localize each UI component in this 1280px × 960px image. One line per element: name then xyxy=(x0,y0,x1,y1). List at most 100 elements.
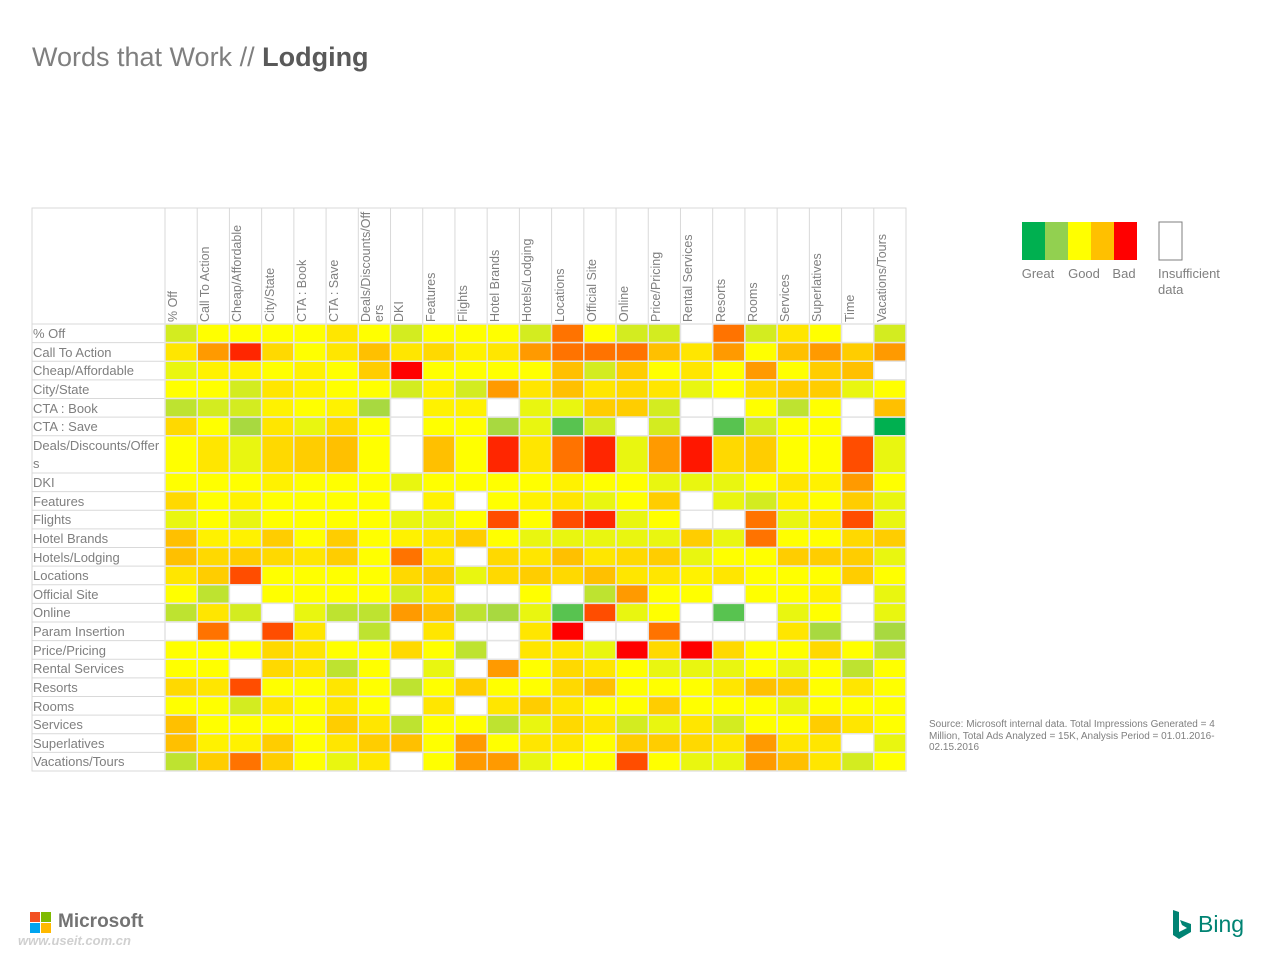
cell xyxy=(550,565,585,586)
cell xyxy=(454,323,488,344)
empty-cell xyxy=(389,621,424,642)
column-label: Deals/Discounts/Offers xyxy=(360,211,387,322)
cell xyxy=(164,677,198,698)
cell xyxy=(486,546,521,567)
cell xyxy=(776,584,811,605)
cell xyxy=(260,416,295,437)
cell xyxy=(776,658,811,679)
cell xyxy=(583,323,617,344)
cell xyxy=(744,733,778,754)
cell xyxy=(421,677,456,698)
cell xyxy=(873,546,907,567)
row-label: CTA : Book xyxy=(33,400,98,416)
cell xyxy=(518,584,553,605)
empty-cell xyxy=(840,621,875,642)
cell xyxy=(808,602,843,623)
cell xyxy=(389,714,424,735)
cell xyxy=(518,751,553,772)
empty-cell xyxy=(389,416,424,437)
cell xyxy=(325,416,360,437)
empty-cell xyxy=(550,584,585,605)
cell xyxy=(228,714,263,735)
cell xyxy=(196,360,231,381)
empty-cell xyxy=(228,621,263,642)
legend-swatch xyxy=(1068,222,1091,260)
cell xyxy=(486,602,521,623)
cell xyxy=(164,602,198,623)
empty-cell xyxy=(389,751,424,772)
legend-swatch xyxy=(1091,222,1114,260)
cell xyxy=(325,323,360,344)
cell xyxy=(389,546,424,567)
empty-cell xyxy=(486,397,521,418)
cell xyxy=(196,584,231,605)
cell xyxy=(711,677,746,698)
cell xyxy=(583,509,617,530)
cell xyxy=(196,323,231,344)
watermark: www.useit.com.cn xyxy=(18,933,131,948)
cell xyxy=(518,714,553,735)
cell xyxy=(486,565,521,586)
cell xyxy=(389,733,424,754)
cell xyxy=(486,341,521,362)
cell xyxy=(808,379,843,400)
cell xyxy=(164,584,198,605)
cell xyxy=(196,621,231,642)
legend-swatch xyxy=(1022,222,1045,260)
cell xyxy=(421,751,456,772)
cell xyxy=(486,360,521,381)
empty-cell xyxy=(679,509,714,530)
cell xyxy=(357,509,392,530)
cell xyxy=(776,509,811,530)
cell xyxy=(196,602,231,623)
cell xyxy=(486,658,521,679)
cell xyxy=(228,695,263,716)
cell xyxy=(486,528,521,549)
cell xyxy=(389,602,424,623)
cell xyxy=(647,323,682,344)
cell xyxy=(583,639,617,660)
cell xyxy=(808,695,843,716)
cell xyxy=(421,490,456,511)
column-label: Price/Pricing xyxy=(650,251,664,322)
cell xyxy=(776,677,811,698)
legend-swatch xyxy=(1045,222,1068,260)
cell xyxy=(550,621,585,642)
cell xyxy=(421,435,456,474)
cell xyxy=(454,341,488,362)
cell xyxy=(583,751,617,772)
cell xyxy=(389,528,424,549)
cell xyxy=(776,546,811,567)
empty-cell xyxy=(228,584,263,605)
cell xyxy=(776,528,811,549)
cell xyxy=(873,714,907,735)
row-label: Features xyxy=(33,493,85,509)
cell xyxy=(293,528,327,549)
cell xyxy=(260,695,295,716)
cell xyxy=(260,639,295,660)
cell xyxy=(325,528,360,549)
cell xyxy=(454,677,488,698)
cell xyxy=(421,341,456,362)
cell xyxy=(518,677,553,698)
cell xyxy=(583,472,617,493)
cell xyxy=(550,714,585,735)
cell xyxy=(454,435,488,474)
cell xyxy=(196,435,231,474)
cell xyxy=(873,509,907,530)
cell xyxy=(776,621,811,642)
cell xyxy=(421,602,456,623)
cell xyxy=(260,323,295,344)
cell xyxy=(293,565,327,586)
cell xyxy=(228,490,263,511)
cell xyxy=(518,639,553,660)
cell xyxy=(389,341,424,362)
cell xyxy=(615,528,650,549)
cell xyxy=(583,602,617,623)
cell xyxy=(744,584,778,605)
cell xyxy=(583,379,617,400)
cell xyxy=(389,360,424,381)
cell xyxy=(260,714,295,735)
empty-cell xyxy=(711,509,746,530)
cell xyxy=(357,435,392,474)
